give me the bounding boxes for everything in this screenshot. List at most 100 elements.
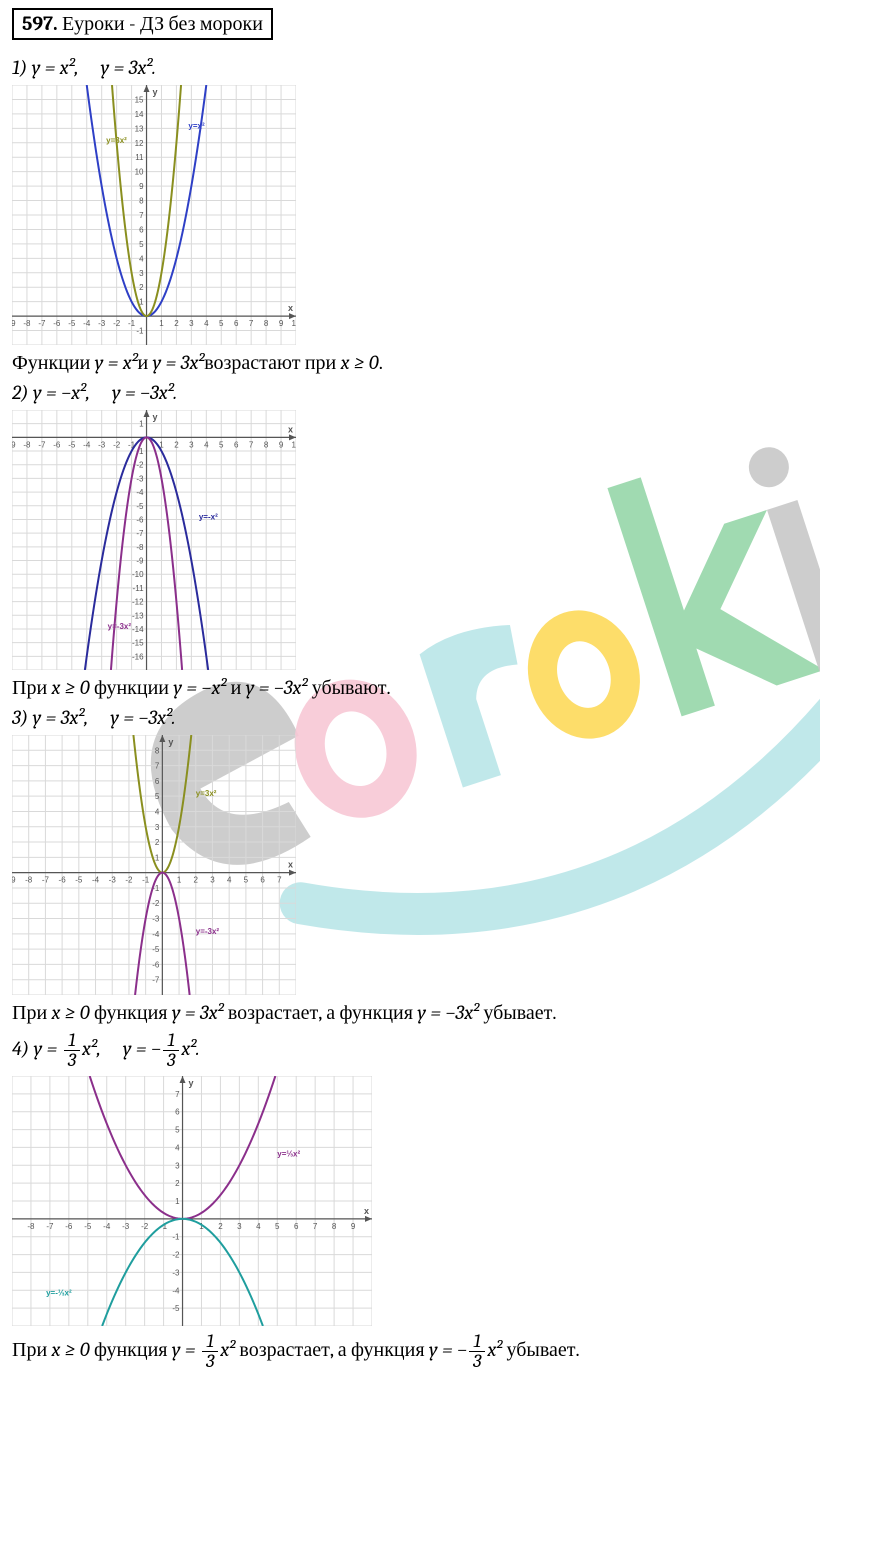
- svg-text:6: 6: [155, 777, 160, 786]
- svg-text:y: y: [153, 87, 158, 97]
- problem-1-equations: 1) y = x², y = 3x².: [12, 56, 860, 79]
- svg-text:1: 1: [175, 1197, 180, 1206]
- svg-text:-3: -3: [98, 319, 106, 328]
- svg-text:-3: -3: [109, 876, 117, 885]
- conclusion-text: убывают.: [307, 676, 390, 699]
- svg-text:-7: -7: [38, 319, 46, 328]
- svg-text:-6: -6: [65, 1222, 73, 1231]
- svg-text:8: 8: [155, 746, 160, 755]
- svg-text:y=3x²: y=3x²: [196, 789, 217, 798]
- conclusion-text: функция: [90, 1338, 172, 1361]
- conclusion-text: и: [226, 676, 246, 699]
- svg-text:-6: -6: [152, 960, 160, 969]
- svg-text:3: 3: [237, 1222, 242, 1231]
- svg-text:-9: -9: [12, 319, 16, 328]
- svg-text:-6: -6: [59, 876, 67, 885]
- svg-text:10: 10: [292, 440, 296, 449]
- svg-text:-4: -4: [152, 930, 160, 939]
- svg-text:-4: -4: [172, 1286, 180, 1295]
- svg-text:y=-3x²: y=-3x²: [108, 622, 132, 631]
- equation-2: y = 3x².: [101, 56, 156, 79]
- problem-number: 597.: [22, 12, 58, 35]
- svg-text:-6: -6: [53, 319, 61, 328]
- svg-text:5: 5: [219, 319, 224, 328]
- svg-text:-2: -2: [113, 319, 121, 328]
- conclusion-math: x ≥ 0: [52, 676, 90, 699]
- svg-text:-5: -5: [152, 945, 160, 954]
- svg-text:-6: -6: [136, 515, 144, 524]
- svg-text:-6: -6: [53, 440, 61, 449]
- svg-text:-12: -12: [132, 598, 144, 607]
- conclusion-text: убывает.: [479, 1001, 557, 1024]
- problem-4-conclusion: При x ≥ 0 функция y = 13x² возрастает, а…: [12, 1332, 860, 1371]
- svg-text:9: 9: [279, 440, 284, 449]
- equation-1: y = x²,: [32, 56, 79, 79]
- svg-text:-4: -4: [103, 1222, 111, 1231]
- svg-text:-2: -2: [172, 1251, 180, 1260]
- svg-text:3: 3: [189, 319, 194, 328]
- equation-2: y = −3x².: [110, 706, 175, 729]
- conclusion-text: функция: [90, 1001, 172, 1024]
- svg-text:-1: -1: [128, 319, 136, 328]
- svg-text:-4: -4: [83, 319, 91, 328]
- problem-1-conclusion: Функции y = x²и y = 3x²возрастают при x …: [12, 351, 860, 375]
- svg-text:-5: -5: [68, 440, 76, 449]
- svg-text:-1: -1: [142, 876, 150, 885]
- header-text: Еуроки - ДЗ без мороки: [62, 12, 263, 35]
- equation-2: y = −13x².: [123, 1037, 200, 1060]
- svg-text:2: 2: [155, 838, 160, 847]
- conclusion-text: При: [12, 1338, 52, 1361]
- svg-text:4: 4: [155, 807, 160, 816]
- equation-1: y = −x²,: [33, 381, 90, 404]
- svg-text:7: 7: [249, 440, 254, 449]
- svg-text:6: 6: [175, 1108, 180, 1117]
- svg-text:-5: -5: [172, 1304, 180, 1313]
- svg-text:4: 4: [256, 1222, 261, 1231]
- svg-text:2: 2: [218, 1222, 223, 1231]
- svg-text:6: 6: [260, 876, 265, 885]
- problem-2-equations: 2) y = −x², y = −3x².: [12, 381, 860, 404]
- problem-prefix: 4): [12, 1037, 34, 1060]
- svg-text:-2: -2: [141, 1222, 149, 1231]
- svg-text:y=3x²: y=3x²: [106, 136, 127, 145]
- svg-text:-2: -2: [113, 440, 121, 449]
- svg-text:-4: -4: [136, 488, 144, 497]
- svg-text:14: 14: [135, 110, 144, 119]
- svg-text:1: 1: [155, 853, 160, 862]
- svg-text:-4: -4: [83, 440, 91, 449]
- svg-text:-9: -9: [136, 557, 144, 566]
- conclusion-math: y = 13x²: [172, 1338, 235, 1361]
- equation-1: y = 13x²,: [34, 1037, 101, 1060]
- svg-text:-5: -5: [136, 502, 144, 511]
- conclusion-text: .: [379, 351, 383, 374]
- svg-text:-7: -7: [38, 440, 46, 449]
- conclusion-math: y = −13x²: [429, 1338, 502, 1361]
- problem-prefix: 3): [12, 706, 33, 729]
- svg-text:y: y: [153, 412, 158, 422]
- svg-text:10: 10: [135, 168, 144, 177]
- svg-text:-3: -3: [122, 1222, 130, 1231]
- svg-text:10: 10: [292, 319, 296, 328]
- svg-text:y=x²: y=x²: [188, 121, 205, 130]
- svg-text:-8: -8: [25, 876, 33, 885]
- svg-text:6: 6: [294, 1222, 299, 1231]
- svg-text:-5: -5: [75, 876, 83, 885]
- svg-text:7: 7: [175, 1090, 180, 1099]
- svg-text:-8: -8: [23, 440, 31, 449]
- svg-text:-9: -9: [12, 440, 16, 449]
- conclusion-math: y = 3x²: [172, 1001, 224, 1024]
- svg-text:-7: -7: [46, 1222, 54, 1231]
- conclusion-text: возрастает, а функция: [223, 1001, 417, 1024]
- conclusion-text: убывает.: [502, 1338, 580, 1361]
- svg-text:9: 9: [139, 182, 144, 191]
- conclusion-text: возрастает, а функция: [235, 1338, 429, 1361]
- equation-1: y = 3x²,: [33, 706, 89, 729]
- problem-3-conclusion: При x ≥ 0 функция y = 3x² возрастает, а …: [12, 1001, 860, 1025]
- conclusion-math: x ≥ 0: [52, 1338, 90, 1361]
- problem-header: 597. Еуроки - ДЗ без мороки: [12, 8, 273, 40]
- svg-text:-2: -2: [136, 461, 144, 470]
- conclusion-text: возрастают при: [204, 351, 340, 374]
- svg-text:3: 3: [155, 823, 160, 832]
- svg-text:1: 1: [177, 876, 182, 885]
- svg-text:6: 6: [234, 440, 239, 449]
